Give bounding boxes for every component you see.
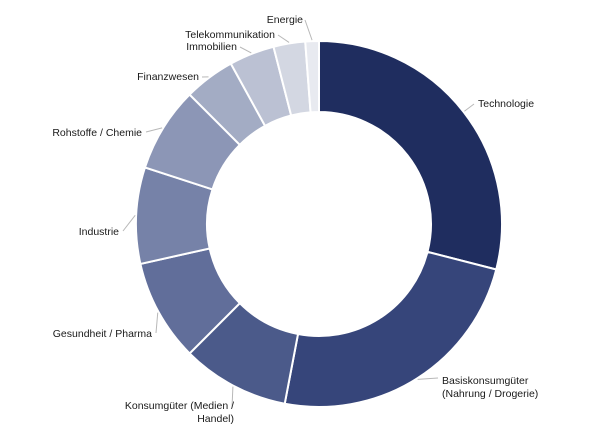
slice-label-5: Industrie xyxy=(79,226,119,238)
slice-10 xyxy=(304,39,320,114)
slice-label-line: Telekommunikation xyxy=(185,29,275,41)
leader-line-9 xyxy=(277,34,290,43)
slice-1 xyxy=(318,39,503,271)
leader-line-6 xyxy=(145,127,163,133)
leader-line-5 xyxy=(122,215,136,232)
slice-2 xyxy=(283,250,498,408)
slice-label-line: Finanzwesen xyxy=(137,71,199,83)
chart-labels: Technologie Basiskonsumgüter (Nahrung / Dr… xyxy=(52,14,538,425)
slice-label-4: Gesundheit / Pharma xyxy=(53,328,152,340)
slice-label-7: Finanzwesen xyxy=(137,71,199,83)
leader-line-10 xyxy=(304,19,313,41)
slice-label-line: Immobilien xyxy=(186,41,237,53)
leader-line-1 xyxy=(464,103,475,112)
slice-label-line: Gesundheit / Pharma xyxy=(53,328,152,340)
chart-slices xyxy=(135,39,503,408)
leader-line-2 xyxy=(417,377,439,380)
leader-line-8 xyxy=(239,46,252,54)
slice-label-line: Konsumgüter (Medien / xyxy=(125,400,234,412)
slice-label-line: Rohstoffe / Chemie xyxy=(52,127,142,139)
leader-line-4 xyxy=(155,312,159,334)
chart-leader-lines xyxy=(122,19,475,409)
slice-label-line: Handel) xyxy=(197,413,234,425)
slice-label-9: Telekommunikation xyxy=(185,29,275,41)
slice-label-line: (Nahrung / Drogerie) xyxy=(442,388,538,400)
slice-label-6: Rohstoffe / Chemie xyxy=(52,127,142,139)
slice-label-8: Immobilien xyxy=(186,41,237,53)
slice-label-line: Technologie xyxy=(478,98,534,110)
slice-label-2: Basiskonsumgüter (Nahrung / Drogerie) xyxy=(442,375,538,400)
slice-label-line: Industrie xyxy=(79,226,119,238)
leader-line-3 xyxy=(231,386,234,409)
slice-label-line: Energie xyxy=(267,14,303,26)
slice-label-line: Basiskonsumgüter xyxy=(442,375,529,387)
slice-label-1: Technologie xyxy=(478,98,534,110)
slice-label-10: Energie xyxy=(267,14,303,26)
slice-label-3: Konsumgüter (Medien / Handel) xyxy=(125,400,234,425)
